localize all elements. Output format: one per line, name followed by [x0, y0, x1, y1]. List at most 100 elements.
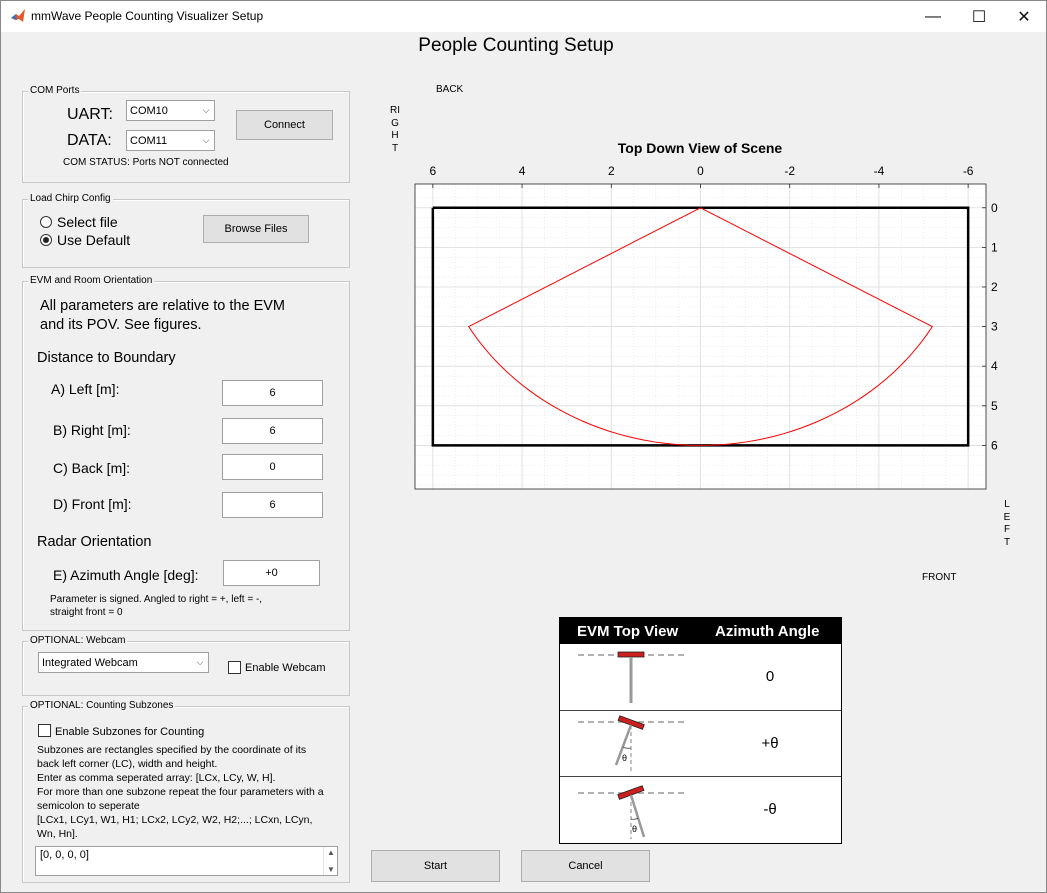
right-vertical-text: RIGHT — [390, 105, 400, 154]
y-tick-label: 5 — [991, 399, 998, 413]
matlab-icon — [11, 9, 25, 22]
x-tick-label: -2 — [784, 164, 795, 178]
x-tick-label: -4 — [874, 164, 885, 178]
window-title: mmWave People Counting Visualizer Setup — [31, 9, 264, 23]
theta-label: θ — [632, 824, 637, 834]
y-tick-label: 0 — [991, 201, 998, 215]
subzones-panel: OPTIONAL: Counting Subzones Enable Subzo… — [22, 700, 350, 883]
subzones-input[interactable]: [0, 0, 0, 0] ▲ ▼ — [35, 846, 338, 876]
front-label-scene: FRONT — [922, 572, 957, 583]
back-label: C) Back [m]: — [53, 460, 131, 476]
intro-line-1: All parameters are relative to the EVM — [40, 298, 285, 314]
evm-straight-icon — [578, 651, 685, 703]
browse-files-button[interactable]: Browse Files — [203, 215, 309, 243]
x-tick-label: 6 — [430, 164, 437, 178]
subzones-desc-5: semicolon to seperate — [37, 800, 140, 812]
right-label: B) Right [m]: — [53, 422, 131, 438]
distance-heading: Distance to Boundary — [37, 350, 176, 366]
chevron-down-icon: ⌵ — [196, 657, 204, 667]
data-label: DATA: — [67, 132, 112, 149]
use-default-label: Use Default — [57, 232, 131, 248]
webcam-panel: OPTIONAL: Webcam Integrated Webcam ⌵ Ena… — [22, 635, 350, 696]
azimuth-input[interactable] — [223, 560, 320, 586]
chirp-config-panel: Load Chirp Config Select file Use Defaul… — [22, 193, 350, 268]
front-label: D) Front [m]: — [53, 496, 132, 512]
minimize-button[interactable]: — — [925, 7, 941, 25]
left-input[interactable] — [222, 380, 323, 406]
cancel-button[interactable]: Cancel — [521, 850, 650, 882]
uart-value: COM10 — [130, 104, 168, 117]
left-label-scene: LEFT — [1002, 499, 1012, 549]
x-tick-label: -6 — [963, 164, 974, 178]
field-of-view-sector — [467, 207, 934, 446]
boundary-box — [431, 206, 970, 447]
page-title: People Counting Setup — [418, 35, 614, 56]
evm-angled-right-icon: θ — [578, 715, 685, 771]
com-ports-title: COM Ports — [28, 85, 82, 96]
subzones-value: [0, 0, 0, 0] — [40, 849, 89, 861]
data-select[interactable]: COM11 ⌵ — [126, 130, 215, 151]
uart-select[interactable]: COM10 ⌵ — [126, 100, 215, 121]
enable-subzones-checkbox[interactable] — [38, 724, 51, 737]
azimuth-note-1: Parameter is signed. Angled to right = +… — [50, 594, 263, 605]
front-input[interactable] — [222, 492, 323, 518]
right-label-scene: RIGHT — [390, 105, 400, 155]
use-default-radio[interactable] — [40, 234, 52, 246]
evm-row-negative: θ -θ — [560, 776, 841, 842]
scroll-down-icon[interactable]: ▼ — [327, 865, 335, 874]
evm-row-positive: θ +θ — [560, 710, 841, 776]
scroll-up-icon[interactable]: ▲ — [327, 848, 335, 857]
x-tick-label: 0 — [697, 164, 704, 178]
y-tick-label: 4 — [991, 359, 998, 373]
com-status: COM STATUS: Ports NOT connected — [63, 157, 229, 168]
subzones-desc-2: back left corner (LC), width and height. — [37, 758, 218, 770]
left-vertical-text: LEFT — [1003, 499, 1011, 548]
connect-button[interactable]: Connect — [236, 110, 333, 140]
subzones-desc-1: Subzones are rectangles specified by the… — [37, 744, 307, 756]
back-input[interactable] — [222, 454, 323, 480]
webcam-title: OPTIONAL: Webcam — [28, 635, 128, 646]
select-file-radio[interactable] — [40, 216, 52, 228]
x-tick-label: 4 — [519, 164, 526, 178]
evm-row-zero: 0 — [560, 644, 841, 710]
start-button[interactable]: Start — [371, 850, 500, 882]
left-label: A) Left [m]: — [51, 381, 120, 397]
select-file-label: Select file — [57, 214, 118, 230]
y-tick-label: 1 — [991, 240, 998, 254]
close-button[interactable]: ✕ — [1017, 8, 1031, 26]
evm-top-view-header: EVM Top View — [577, 623, 679, 640]
subzones-desc-3: Enter as comma seperated array: [LCx, LC… — [37, 772, 276, 784]
enable-webcam-label: Enable Webcam — [245, 662, 326, 674]
right-input[interactable] — [222, 418, 323, 444]
azimuth-note-2: straight front = 0 — [50, 607, 123, 618]
y-tick-label: 2 — [991, 280, 998, 294]
com-ports-panel: COM Ports UART: COM10 ⌵ DATA: COM11 ⌵ Co… — [22, 85, 350, 183]
orientation-title: EVM and Room Orientation — [28, 275, 155, 286]
chirp-config-title: Load Chirp Config — [28, 193, 113, 204]
enable-webcam-checkbox[interactable] — [228, 661, 241, 674]
back-label-scene: BACK — [436, 84, 464, 95]
scrollbar[interactable]: ▲ ▼ — [323, 847, 337, 875]
evm-table-header: EVM Top View Azimuth Angle — [560, 618, 841, 644]
webcam-device: Integrated Webcam — [42, 656, 138, 669]
chart-title: Top Down View of Scene — [618, 140, 783, 156]
azimuth-label: E) Azimuth Angle [deg]: — [53, 567, 199, 583]
webcam-select[interactable]: Integrated Webcam ⌵ — [38, 652, 209, 673]
x-tick-label: 2 — [608, 164, 615, 178]
radar-heading: Radar Orientation — [37, 534, 152, 550]
chevron-down-icon: ⌵ — [202, 105, 210, 115]
enable-subzones-label: Enable Subzones for Counting — [55, 726, 205, 738]
angle-positive: +θ — [761, 735, 779, 752]
azimuth-angle-header: Azimuth Angle — [715, 623, 820, 640]
plot-area: 6 4 2 0 -2 -4 -6 0 1 2 3 4 5 6 — [414, 164, 998, 490]
maximize-button[interactable]: ☐ — [971, 8, 987, 26]
subzones-desc-6: [LCx1, LCy1, W1, H1; LCx2, LCy2, W2, H2;… — [37, 814, 313, 826]
evm-angle-table: EVM Top View Azimuth Angle 0 θ +θ — [559, 617, 842, 844]
angle-zero: 0 — [765, 668, 775, 685]
subzones-desc-7: Wn, Hn]. — [37, 828, 78, 840]
y-tick-label: 3 — [991, 320, 998, 334]
angle-negative: -θ — [763, 801, 777, 818]
subzones-desc-4: For more than one subzone repeat the fou… — [37, 786, 324, 798]
orientation-panel: EVM and Room Orientation All parameters … — [22, 275, 350, 631]
